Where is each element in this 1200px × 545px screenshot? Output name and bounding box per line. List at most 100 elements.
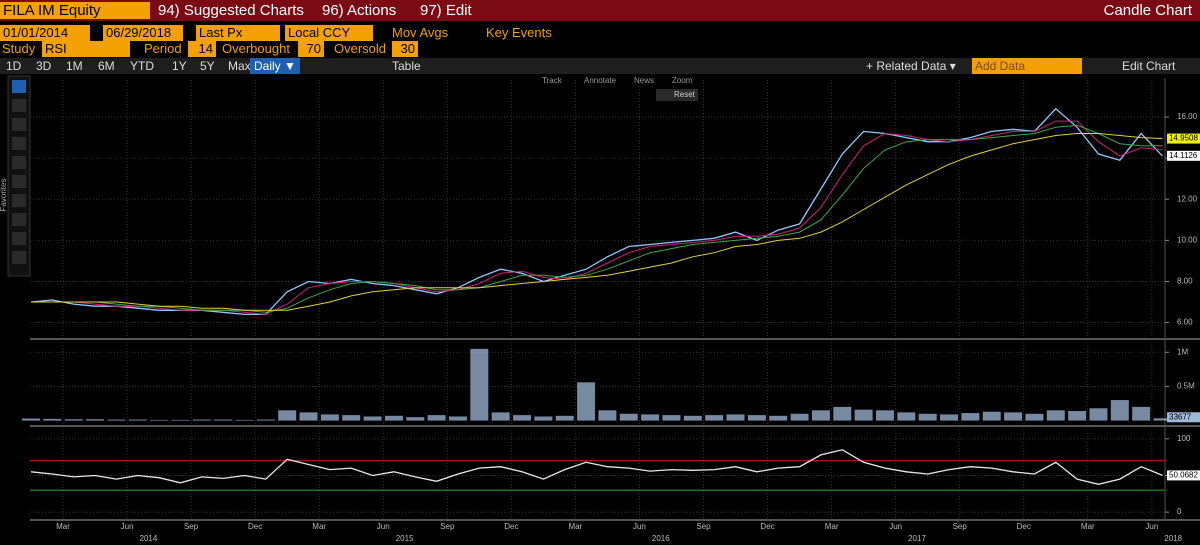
volume-bar	[214, 419, 233, 421]
x-tick-label: Mar	[1081, 522, 1095, 531]
key-events[interactable]: Key Events	[486, 25, 552, 40]
y-tick-label: 16.00	[1177, 112, 1198, 121]
y-tick-label: 8.00	[1177, 277, 1193, 286]
volume-bar	[256, 419, 275, 421]
volume-bar	[1153, 418, 1172, 421]
volume-bar	[64, 419, 83, 421]
y-tick-label: 0.5M	[1177, 382, 1195, 391]
menu-button[interactable]: 94) Suggested Charts	[158, 2, 304, 19]
tool-icon[interactable]	[12, 175, 26, 188]
y-tick-label: 0	[1177, 507, 1182, 516]
volume-bar	[342, 415, 361, 421]
x-tick-label: Sep	[184, 522, 199, 531]
year-label: 2014	[140, 534, 158, 543]
tool-icon[interactable]	[12, 137, 26, 150]
x-tick-label: Dec	[248, 522, 262, 531]
menu-button[interactable]: 97) Edit	[420, 2, 472, 19]
menu-button[interactable]: 96) Actions	[322, 2, 397, 19]
range-button[interactable]: YTD	[130, 59, 154, 73]
volume-bar	[961, 413, 980, 421]
start-date[interactable]: 01/01/2014	[0, 25, 90, 41]
volume-bar	[86, 419, 105, 421]
range-button[interactable]: 6M	[98, 59, 115, 73]
volume-bar	[790, 413, 809, 421]
year-label: 2015	[396, 534, 414, 543]
y-tick-label: 6.00	[1177, 318, 1193, 327]
tool-icon[interactable]	[12, 194, 26, 207]
range-button[interactable]: Max	[228, 59, 251, 73]
volume-bar	[982, 411, 1001, 421]
volume-bar	[769, 415, 788, 421]
volume-bar	[491, 412, 510, 421]
tool-icon[interactable]	[12, 99, 26, 112]
last-value-box	[1167, 150, 1200, 161]
label: Period	[144, 41, 182, 56]
x-tick-label: Sep	[696, 522, 711, 531]
overbought-field[interactable]: 70	[298, 41, 324, 57]
last-value-label: 14.9508	[1169, 134, 1198, 143]
period-field[interactable]: 14	[188, 41, 216, 57]
edit-chart[interactable]: Edit Chart	[1122, 59, 1176, 73]
volume-bar	[299, 412, 318, 421]
volume-bar	[470, 348, 489, 421]
volume-bar	[555, 415, 574, 421]
series-line	[31, 133, 1163, 311]
x-tick-label: Dec	[504, 522, 518, 531]
x-tick-label: Mar	[569, 522, 583, 531]
related-data[interactable]: + Related Data ▾	[866, 59, 956, 73]
tool-icon[interactable]	[12, 251, 26, 264]
volume-bar	[278, 410, 297, 421]
end-date[interactable]: 06/29/2018	[103, 25, 183, 41]
range-button[interactable]: 1D	[6, 59, 22, 73]
volume-bar	[534, 416, 553, 421]
ticker-field[interactable]: FILA IM Equity	[0, 2, 150, 19]
volume-bar	[1046, 410, 1065, 421]
last-value-box	[1167, 470, 1200, 481]
oversold-field[interactable]: 30	[392, 41, 418, 57]
tool-icon[interactable]	[12, 156, 26, 169]
series-line	[31, 124, 1163, 313]
reset-label: Reset	[674, 90, 696, 99]
field-select[interactable]: Last Px	[196, 25, 280, 41]
study-select[interactable]: RSI	[42, 41, 130, 57]
x-tick-label: Dec	[1017, 522, 1031, 531]
range-button[interactable]: 1M	[66, 59, 83, 73]
volume-bar	[384, 415, 403, 421]
table-button[interactable]: Table	[392, 59, 421, 73]
volume-bar	[619, 413, 638, 421]
volume-bar	[21, 418, 40, 421]
y-tick-label: 1M	[1177, 347, 1188, 356]
mov-avgs[interactable]: Mov Avgs	[392, 25, 449, 40]
frequency[interactable]: Daily ▼	[250, 58, 300, 74]
x-tick-label: Sep	[953, 522, 968, 531]
tool-icon[interactable]	[12, 232, 26, 245]
y-tick-label: 100	[1177, 434, 1191, 443]
volume-bar	[833, 406, 852, 421]
date-row: 01/01/2014 06/29/2018 Last Px Local CCY …	[0, 24, 1200, 41]
volume-bar	[1025, 413, 1044, 421]
y-tick-label: 10.00	[1177, 235, 1198, 244]
range-button[interactable]: 3D	[36, 59, 52, 73]
volume-bar	[192, 419, 211, 421]
favorites-label: Favorites	[0, 179, 8, 212]
add-data[interactable]: Add Data	[972, 58, 1082, 74]
last-value-label: 50.0682	[1169, 471, 1198, 480]
tool-icon[interactable]	[12, 80, 26, 93]
tool-icon[interactable]	[12, 213, 26, 226]
year-label: 2018	[1164, 534, 1182, 543]
range-button[interactable]: 1Y	[172, 59, 187, 73]
tool-icon[interactable]	[12, 118, 26, 131]
chart-tool: Zoom	[672, 76, 693, 85]
currency-select[interactable]: Local CCY	[285, 25, 373, 41]
volume-bar	[43, 418, 62, 421]
x-tick-label: Jun	[121, 522, 134, 531]
series-line	[30, 449, 1163, 485]
reset-button[interactable]	[656, 89, 698, 101]
chart-tool: Annotate	[584, 76, 617, 85]
last-value-label: 33677	[1169, 412, 1192, 421]
range-button[interactable]: 5Y	[200, 59, 215, 73]
series-line	[30, 107, 1163, 316]
volume-bar	[875, 410, 894, 421]
